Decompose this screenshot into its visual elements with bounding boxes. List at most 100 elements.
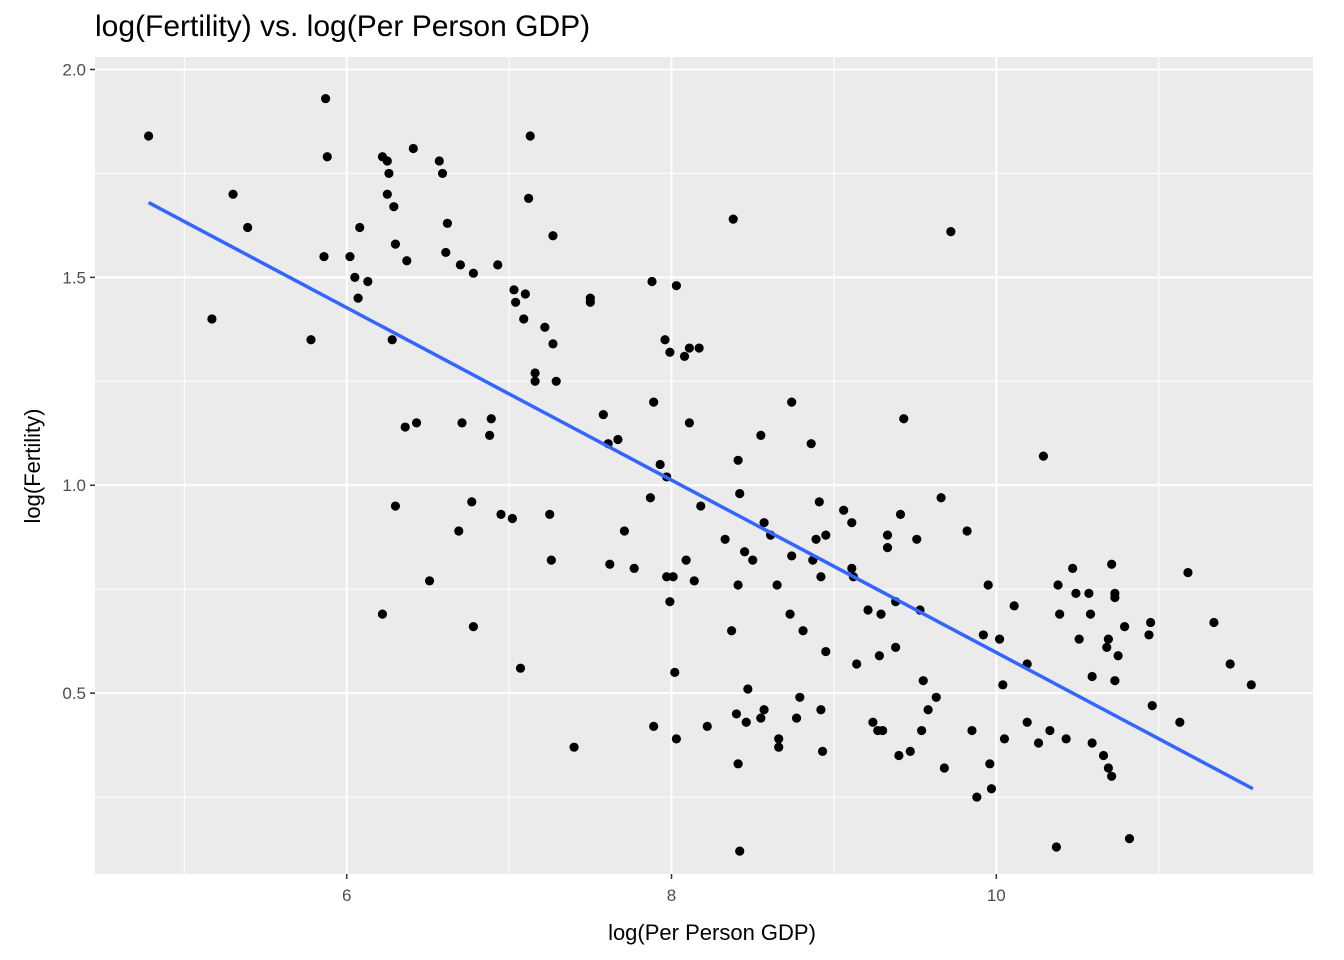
chart-title: log(Fertility) vs. log(Per Person GDP) <box>95 10 591 43</box>
data-point <box>493 260 503 270</box>
data-point <box>962 526 972 536</box>
data-point <box>847 518 857 528</box>
data-point <box>228 189 238 199</box>
data-point <box>442 218 453 228</box>
regression-line <box>147 200 1254 791</box>
data-point <box>662 572 672 582</box>
data-point <box>382 189 392 199</box>
y-tick-label: 2.0 <box>62 60 86 79</box>
data-point <box>355 222 365 233</box>
data-point <box>694 343 704 353</box>
data-point <box>735 488 745 499</box>
data-point <box>519 314 529 324</box>
data-point <box>1051 842 1062 852</box>
y-tick-label: 0.5 <box>62 684 86 703</box>
data-point <box>967 725 977 736</box>
data-point <box>1022 717 1032 727</box>
y-axis: 0.5 1.0 1.5 2.0 <box>62 60 95 703</box>
data-point <box>733 455 743 465</box>
data-point <box>917 725 927 736</box>
data-point <box>972 792 982 802</box>
data-point <box>1147 701 1157 711</box>
data-point <box>408 143 418 154</box>
data-point <box>983 580 993 590</box>
data-point <box>806 439 816 449</box>
data-point <box>999 734 1010 744</box>
data-point <box>207 314 217 324</box>
data-point <box>978 630 988 640</box>
data-point <box>668 572 678 582</box>
data-point <box>1107 559 1117 569</box>
data-point <box>727 626 737 636</box>
data-point <box>546 555 556 565</box>
data-point <box>411 418 422 428</box>
data-point <box>847 563 857 574</box>
data-point <box>545 509 555 519</box>
data-point <box>457 418 467 428</box>
data-point <box>882 543 893 553</box>
data-point <box>1103 634 1113 644</box>
data-point <box>629 563 639 574</box>
data-point <box>814 497 824 507</box>
data-point <box>468 622 478 632</box>
data-point <box>936 493 946 503</box>
data-point <box>1225 659 1235 669</box>
data-point <box>511 297 521 307</box>
data-point <box>486 414 496 424</box>
data-point <box>821 646 831 657</box>
data-point <box>649 721 659 731</box>
data-point <box>605 559 615 569</box>
data-point <box>735 846 745 856</box>
data-point <box>660 335 670 345</box>
data-point <box>1053 580 1063 590</box>
data-point <box>791 713 802 723</box>
data-point <box>507 513 517 524</box>
data-point <box>424 576 435 586</box>
data-point <box>899 414 909 424</box>
data-point <box>986 784 997 794</box>
data-point <box>551 376 561 386</box>
data-point <box>728 214 738 224</box>
data-point <box>485 430 495 440</box>
data-point <box>787 551 797 561</box>
x-tick-label: 8 <box>667 886 676 905</box>
data-point <box>1183 567 1193 578</box>
data-point <box>787 397 797 407</box>
data-point <box>1087 671 1097 682</box>
data-point <box>946 227 956 237</box>
data-point <box>852 659 862 669</box>
data-point <box>598 409 608 420</box>
data-point <box>679 351 690 361</box>
data-point <box>319 251 329 262</box>
data-point <box>645 493 656 503</box>
data-point <box>733 580 743 590</box>
data-point <box>882 530 893 540</box>
data-point <box>613 434 623 445</box>
data-point <box>876 609 886 619</box>
data-point <box>1120 622 1130 632</box>
data-point <box>774 734 784 744</box>
data-point <box>390 239 401 249</box>
data-point <box>1209 617 1219 628</box>
data-point <box>441 247 451 258</box>
data-point <box>1068 563 1078 574</box>
data-point <box>743 684 753 694</box>
data-point <box>1045 725 1055 736</box>
data-point <box>912 534 922 544</box>
data-point <box>345 251 355 262</box>
data-point <box>985 759 995 769</box>
data-point <box>741 717 751 727</box>
data-point <box>689 576 699 586</box>
data-point <box>496 509 506 519</box>
data-point <box>874 651 884 661</box>
data-point <box>524 193 534 203</box>
data-point <box>684 343 694 353</box>
data-point <box>665 347 675 357</box>
data-point <box>353 293 363 303</box>
x-axis: 6 8 10 <box>342 874 1006 905</box>
major-gridlines <box>95 57 1313 874</box>
data-point <box>389 202 399 212</box>
data-point <box>382 156 392 166</box>
data-point <box>998 680 1008 690</box>
